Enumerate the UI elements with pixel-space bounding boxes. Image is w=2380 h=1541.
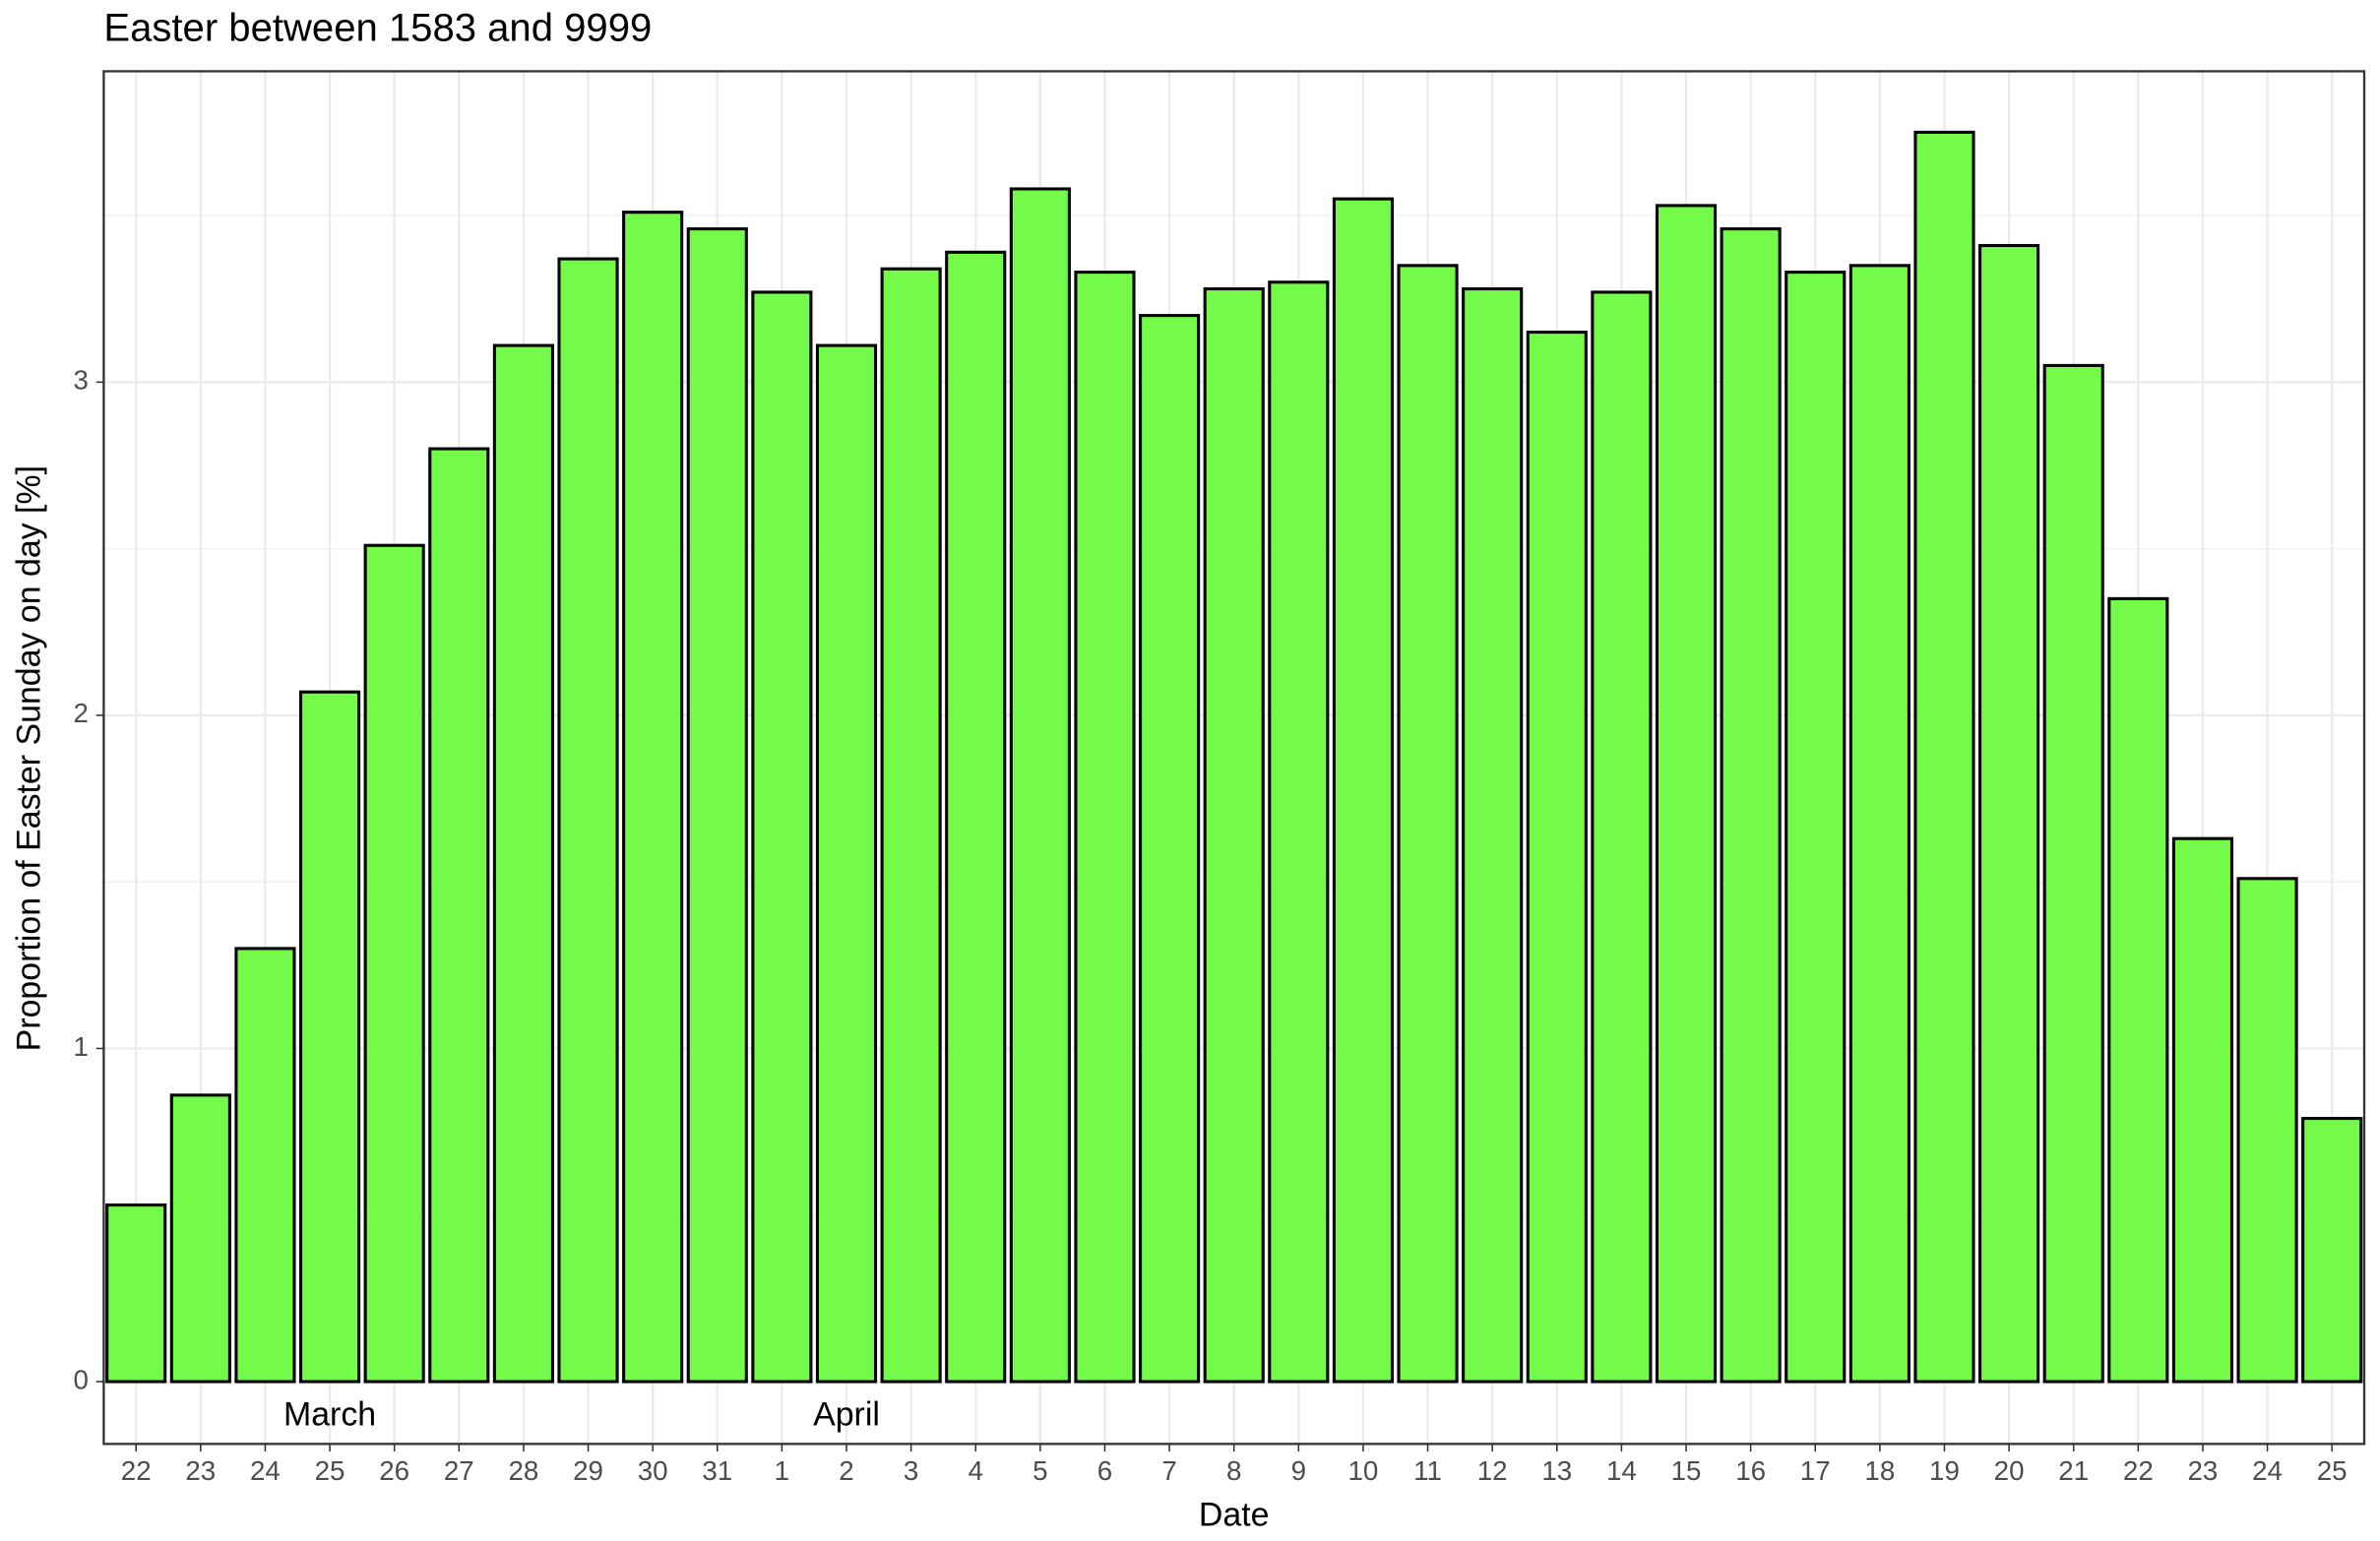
bar xyxy=(105,1203,167,1384)
bar xyxy=(2301,1117,2363,1384)
bar xyxy=(298,690,361,1384)
bar xyxy=(1074,271,1136,1384)
x-tick-label: 23 xyxy=(185,1455,216,1486)
bar xyxy=(234,947,296,1384)
bar xyxy=(1009,187,1071,1384)
bar xyxy=(428,447,490,1384)
bar xyxy=(1848,264,1910,1384)
x-tick-label: 3 xyxy=(904,1455,918,1486)
x-tick-label: 22 xyxy=(121,1455,152,1486)
x-tick-label: 2 xyxy=(839,1455,853,1486)
bar xyxy=(492,343,554,1384)
x-tick-label: 24 xyxy=(2252,1455,2283,1486)
x-tick-label: 28 xyxy=(508,1455,538,1486)
bar xyxy=(622,211,684,1384)
x-tick-label: 21 xyxy=(2058,1455,2089,1486)
bar xyxy=(1268,280,1330,1384)
bar xyxy=(2042,363,2104,1384)
x-tick-label: 4 xyxy=(969,1455,983,1486)
bar xyxy=(1526,331,1588,1384)
x-tick-label: 15 xyxy=(1671,1455,1702,1486)
bar xyxy=(1785,271,1847,1384)
bar xyxy=(1591,290,1653,1384)
x-tick-label: 27 xyxy=(444,1455,474,1486)
x-tick-label: 24 xyxy=(250,1455,281,1486)
x-tick-label: 5 xyxy=(1033,1455,1047,1486)
x-tick-label: 30 xyxy=(638,1455,668,1486)
month-label: April xyxy=(813,1395,880,1433)
x-tick-label: 22 xyxy=(2123,1455,2154,1486)
bar xyxy=(2107,596,2169,1384)
bar xyxy=(880,267,942,1384)
month-label: March xyxy=(283,1395,376,1433)
x-tick-label: 23 xyxy=(2188,1455,2219,1486)
bar xyxy=(363,543,425,1384)
bar xyxy=(1462,286,1524,1384)
bar xyxy=(815,343,878,1384)
x-tick-label: 9 xyxy=(1291,1455,1306,1486)
x-axis-label: Date xyxy=(1199,1496,1270,1533)
bar xyxy=(557,257,619,1384)
bar xyxy=(169,1093,231,1384)
x-tick-label: 1 xyxy=(775,1455,789,1486)
bar xyxy=(1203,286,1265,1384)
x-tick-label: 7 xyxy=(1161,1455,1176,1486)
bar xyxy=(1332,197,1395,1384)
x-tick-label: 10 xyxy=(1348,1455,1379,1486)
x-tick-label: 26 xyxy=(379,1455,409,1486)
x-tick-label: 29 xyxy=(573,1455,603,1486)
bar xyxy=(1397,264,1459,1384)
x-tick-label: 12 xyxy=(1477,1455,1508,1486)
y-tick-label: 1 xyxy=(74,1031,89,1062)
x-tick-label: 31 xyxy=(702,1455,732,1486)
x-tick-label: 20 xyxy=(1994,1455,2025,1486)
x-tick-label: 25 xyxy=(315,1455,345,1486)
x-tick-label: 14 xyxy=(1606,1455,1637,1486)
bar xyxy=(751,290,813,1384)
bar xyxy=(2236,877,2298,1384)
bar xyxy=(1720,227,1782,1384)
x-tick-label: 17 xyxy=(1800,1455,1831,1486)
x-tick-label: 25 xyxy=(2317,1455,2348,1486)
bar xyxy=(1655,204,1718,1384)
plot-border xyxy=(102,70,2366,1446)
y-axis-label: Proportion of Easter Sunday on day [%] xyxy=(10,465,47,1051)
bar xyxy=(1913,130,1975,1384)
x-tick-label: 16 xyxy=(1735,1455,1766,1486)
x-tick-label: 6 xyxy=(1097,1455,1112,1486)
y-tick-label: 2 xyxy=(74,698,89,728)
bar xyxy=(2171,836,2234,1384)
y-tick-label: 0 xyxy=(74,1364,89,1394)
x-tick-label: 11 xyxy=(1413,1455,1442,1486)
x-tick-label: 19 xyxy=(1929,1455,1960,1486)
x-tick-label: 8 xyxy=(1226,1455,1241,1486)
x-tick-label: 18 xyxy=(1864,1455,1895,1486)
chart-title: Easter between 1583 and 9999 xyxy=(103,6,652,49)
x-tick-label: 13 xyxy=(1541,1455,1572,1486)
bar xyxy=(1978,243,2040,1384)
bar xyxy=(1139,314,1201,1384)
y-tick-label: 3 xyxy=(74,365,89,396)
bar xyxy=(945,250,1007,1384)
bar xyxy=(686,227,748,1384)
